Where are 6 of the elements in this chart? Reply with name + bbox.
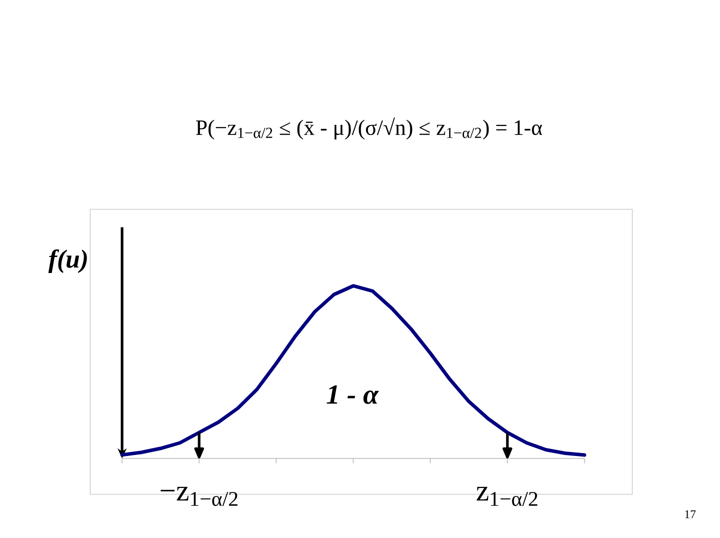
x-tick-label: −z$_{1−α/2}$ bbox=[160, 486, 238, 506]
x-tick-label: z$_{1−α/2}$ bbox=[476, 486, 538, 506]
chart-title: P(−z$_{1−α/2}$ ≤ (x̄ - μ)/(σ/√n) ≤ z$_{1−α/2}$) = 1-α bbox=[196, 117, 542, 140]
text: 17 bbox=[685, 510, 696, 518]
y-axis-title: f(u) bbox=[48, 249, 87, 273]
annotation: 1 - α bbox=[326, 385, 379, 404]
